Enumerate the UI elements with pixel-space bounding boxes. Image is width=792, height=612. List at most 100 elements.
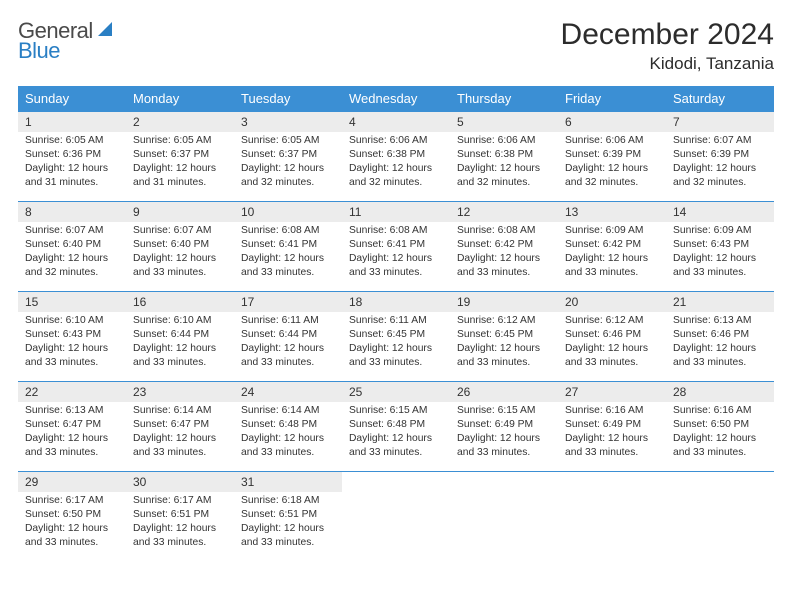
- calendar-day-cell: 21Sunrise: 6:13 AMSunset: 6:46 PMDayligh…: [666, 292, 774, 382]
- calendar-day-cell: [450, 472, 558, 562]
- sunset-line: Sunset: 6:44 PM: [241, 329, 335, 342]
- calendar-day-cell: 17Sunrise: 6:11 AMSunset: 6:44 PMDayligh…: [234, 292, 342, 382]
- day-number: 23: [126, 382, 234, 402]
- weekday-header: Friday: [558, 86, 666, 112]
- calendar-day-cell: 6Sunrise: 6:06 AMSunset: 6:39 PMDaylight…: [558, 112, 666, 202]
- sunset-line: Sunset: 6:40 PM: [133, 239, 227, 252]
- day-number: 24: [234, 382, 342, 402]
- sunrise-line: Sunrise: 6:08 AM: [457, 225, 551, 238]
- calendar-day-cell: 19Sunrise: 6:12 AMSunset: 6:45 PMDayligh…: [450, 292, 558, 382]
- sunrise-line: Sunrise: 6:13 AM: [673, 315, 767, 328]
- day-number: 3: [234, 112, 342, 132]
- sunrise-line: Sunrise: 6:12 AM: [457, 315, 551, 328]
- day-details: Sunrise: 6:05 AMSunset: 6:36 PMDaylight:…: [18, 132, 126, 189]
- daylight-line-2: and 32 minutes.: [565, 177, 659, 190]
- daylight-line-2: and 33 minutes.: [133, 267, 227, 280]
- sunset-line: Sunset: 6:42 PM: [565, 239, 659, 252]
- location-label: Kidodi, Tanzania: [561, 54, 774, 74]
- calendar-day-cell: 31Sunrise: 6:18 AMSunset: 6:51 PMDayligh…: [234, 472, 342, 562]
- day-details: Sunrise: 6:16 AMSunset: 6:50 PMDaylight:…: [666, 402, 774, 459]
- sunrise-line: Sunrise: 6:05 AM: [133, 135, 227, 148]
- day-number: 26: [450, 382, 558, 402]
- sunset-line: Sunset: 6:45 PM: [457, 329, 551, 342]
- sunrise-line: Sunrise: 6:06 AM: [565, 135, 659, 148]
- sunset-line: Sunset: 6:44 PM: [133, 329, 227, 342]
- day-details: Sunrise: 6:11 AMSunset: 6:44 PMDaylight:…: [234, 312, 342, 369]
- sunset-line: Sunset: 6:49 PM: [457, 419, 551, 432]
- sunrise-line: Sunrise: 6:10 AM: [25, 315, 119, 328]
- calendar-week-row: 15Sunrise: 6:10 AMSunset: 6:43 PMDayligh…: [18, 292, 774, 382]
- daylight-line-1: Daylight: 12 hours: [25, 523, 119, 536]
- day-number: 27: [558, 382, 666, 402]
- day-details: Sunrise: 6:17 AMSunset: 6:51 PMDaylight:…: [126, 492, 234, 549]
- sunrise-line: Sunrise: 6:07 AM: [25, 225, 119, 238]
- calendar-day-cell: 13Sunrise: 6:09 AMSunset: 6:42 PMDayligh…: [558, 202, 666, 292]
- day-number: 17: [234, 292, 342, 312]
- day-number: 22: [18, 382, 126, 402]
- calendar-day-cell: 24Sunrise: 6:14 AMSunset: 6:48 PMDayligh…: [234, 382, 342, 472]
- daylight-line-2: and 32 minutes.: [457, 177, 551, 190]
- calendar-day-cell: 15Sunrise: 6:10 AMSunset: 6:43 PMDayligh…: [18, 292, 126, 382]
- daylight-line-1: Daylight: 12 hours: [457, 253, 551, 266]
- calendar-day-cell: 22Sunrise: 6:13 AMSunset: 6:47 PMDayligh…: [18, 382, 126, 472]
- sunrise-line: Sunrise: 6:13 AM: [25, 405, 119, 418]
- sunset-line: Sunset: 6:47 PM: [133, 419, 227, 432]
- sunrise-line: Sunrise: 6:11 AM: [241, 315, 335, 328]
- day-details: Sunrise: 6:10 AMSunset: 6:43 PMDaylight:…: [18, 312, 126, 369]
- day-details: Sunrise: 6:13 AMSunset: 6:46 PMDaylight:…: [666, 312, 774, 369]
- daylight-line-1: Daylight: 12 hours: [133, 343, 227, 356]
- daylight-line-1: Daylight: 12 hours: [241, 343, 335, 356]
- calendar-day-cell: 16Sunrise: 6:10 AMSunset: 6:44 PMDayligh…: [126, 292, 234, 382]
- calendar-day-cell: 2Sunrise: 6:05 AMSunset: 6:37 PMDaylight…: [126, 112, 234, 202]
- sunrise-line: Sunrise: 6:07 AM: [133, 225, 227, 238]
- sunrise-line: Sunrise: 6:18 AM: [241, 495, 335, 508]
- calendar-day-cell: 7Sunrise: 6:07 AMSunset: 6:39 PMDaylight…: [666, 112, 774, 202]
- sunrise-line: Sunrise: 6:15 AM: [457, 405, 551, 418]
- calendar-week-row: 22Sunrise: 6:13 AMSunset: 6:47 PMDayligh…: [18, 382, 774, 472]
- calendar-day-cell: 25Sunrise: 6:15 AMSunset: 6:48 PMDayligh…: [342, 382, 450, 472]
- sunrise-line: Sunrise: 6:12 AM: [565, 315, 659, 328]
- day-details: Sunrise: 6:12 AMSunset: 6:45 PMDaylight:…: [450, 312, 558, 369]
- daylight-line-2: and 33 minutes.: [133, 447, 227, 460]
- day-number: 11: [342, 202, 450, 222]
- sunrise-line: Sunrise: 6:08 AM: [349, 225, 443, 238]
- day-details: Sunrise: 6:15 AMSunset: 6:48 PMDaylight:…: [342, 402, 450, 459]
- brand-triangle-icon: [98, 22, 112, 36]
- daylight-line-2: and 32 minutes.: [349, 177, 443, 190]
- daylight-line-2: and 33 minutes.: [673, 267, 767, 280]
- sunset-line: Sunset: 6:38 PM: [457, 149, 551, 162]
- daylight-line-1: Daylight: 12 hours: [349, 433, 443, 446]
- day-number: 5: [450, 112, 558, 132]
- daylight-line-1: Daylight: 12 hours: [673, 433, 767, 446]
- daylight-line-2: and 33 minutes.: [25, 537, 119, 550]
- sunset-line: Sunset: 6:46 PM: [673, 329, 767, 342]
- sunset-line: Sunset: 6:38 PM: [349, 149, 443, 162]
- sunset-line: Sunset: 6:36 PM: [25, 149, 119, 162]
- calendar-day-cell: 3Sunrise: 6:05 AMSunset: 6:37 PMDaylight…: [234, 112, 342, 202]
- day-number: 20: [558, 292, 666, 312]
- daylight-line-2: and 33 minutes.: [457, 447, 551, 460]
- daylight-line-2: and 33 minutes.: [241, 357, 335, 370]
- sunrise-line: Sunrise: 6:09 AM: [565, 225, 659, 238]
- daylight-line-2: and 33 minutes.: [349, 267, 443, 280]
- calendar-day-cell: 28Sunrise: 6:16 AMSunset: 6:50 PMDayligh…: [666, 382, 774, 472]
- daylight-line-1: Daylight: 12 hours: [133, 433, 227, 446]
- sunrise-line: Sunrise: 6:08 AM: [241, 225, 335, 238]
- calendar-table: Sunday Monday Tuesday Wednesday Thursday…: [18, 86, 774, 562]
- sunset-line: Sunset: 6:37 PM: [133, 149, 227, 162]
- sunset-line: Sunset: 6:50 PM: [673, 419, 767, 432]
- daylight-line-2: and 33 minutes.: [565, 447, 659, 460]
- daylight-line-1: Daylight: 12 hours: [349, 163, 443, 176]
- daylight-line-1: Daylight: 12 hours: [25, 433, 119, 446]
- sunrise-line: Sunrise: 6:05 AM: [241, 135, 335, 148]
- calendar-body: 1Sunrise: 6:05 AMSunset: 6:36 PMDaylight…: [18, 112, 774, 562]
- calendar-day-cell: 4Sunrise: 6:06 AMSunset: 6:38 PMDaylight…: [342, 112, 450, 202]
- day-details: Sunrise: 6:06 AMSunset: 6:39 PMDaylight:…: [558, 132, 666, 189]
- day-details: Sunrise: 6:09 AMSunset: 6:43 PMDaylight:…: [666, 222, 774, 279]
- sunset-line: Sunset: 6:43 PM: [25, 329, 119, 342]
- sunset-line: Sunset: 6:48 PM: [241, 419, 335, 432]
- weekday-header-row: Sunday Monday Tuesday Wednesday Thursday…: [18, 86, 774, 112]
- daylight-line-1: Daylight: 12 hours: [457, 343, 551, 356]
- sunrise-line: Sunrise: 6:14 AM: [133, 405, 227, 418]
- sunrise-line: Sunrise: 6:06 AM: [349, 135, 443, 148]
